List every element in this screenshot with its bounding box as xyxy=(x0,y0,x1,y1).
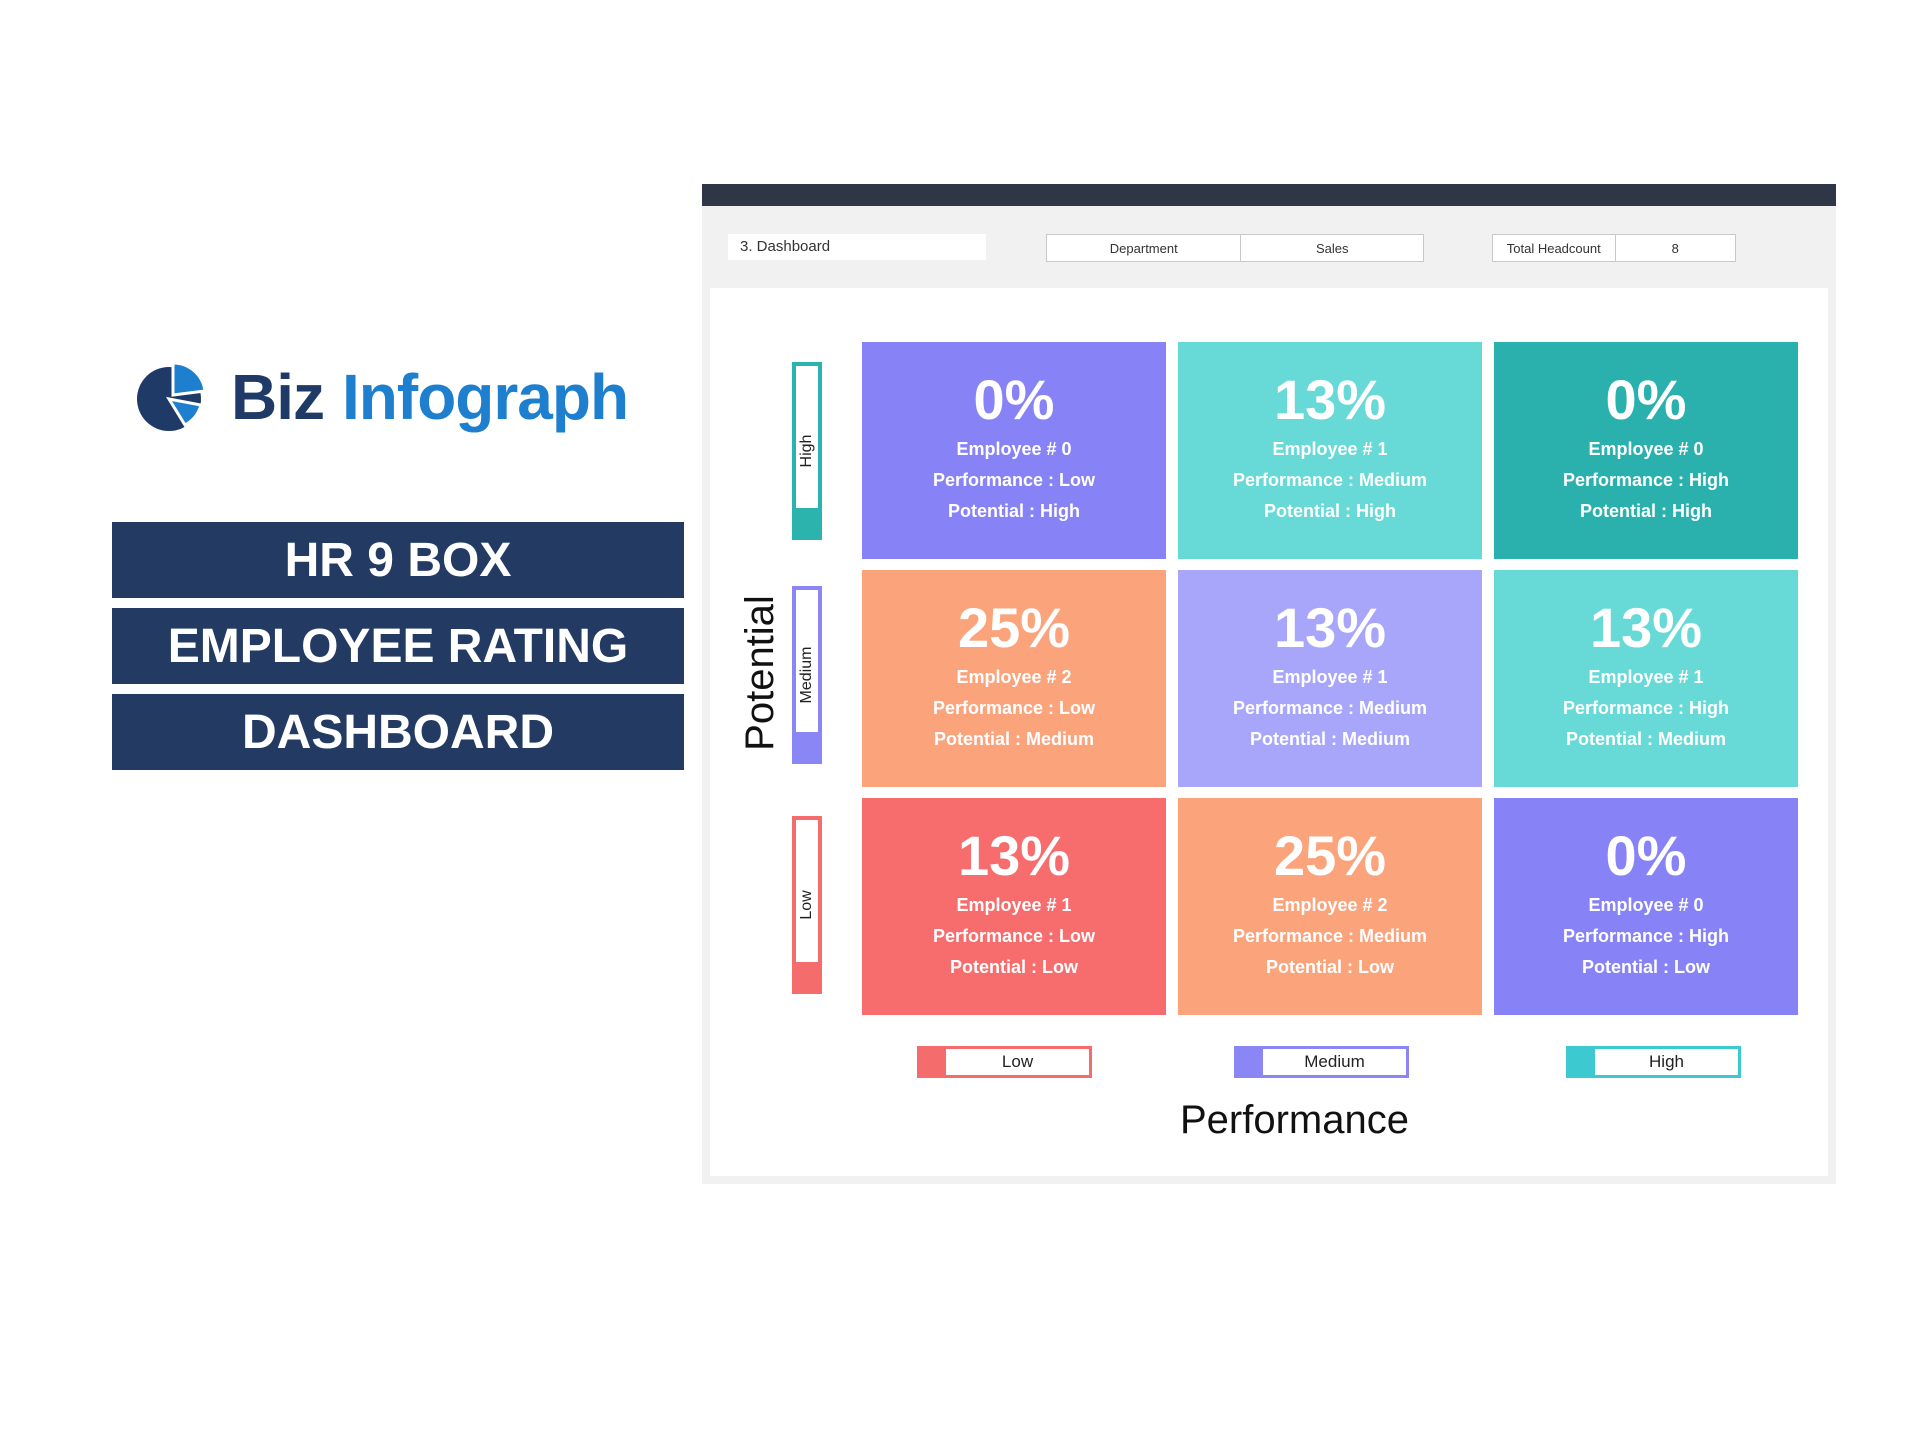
title-banner-line-3: DASHBOARD xyxy=(112,694,684,770)
potential-medium-indicator: Medium xyxy=(792,586,822,764)
department-value[interactable]: Sales xyxy=(1315,240,1349,256)
biz-infograph-logo: Biz Infograph xyxy=(135,360,629,434)
pie-chart-logo-icon xyxy=(137,361,207,431)
box-percentage: 0% xyxy=(973,368,1055,431)
performance-axis-title: Performance xyxy=(1180,1098,1409,1142)
brand-name-infograph: Infograph xyxy=(342,361,629,433)
potential-high-fill xyxy=(796,508,818,536)
headcount-value: 8 xyxy=(1671,240,1679,256)
department-label: Department xyxy=(1047,235,1242,261)
sheet-breadcrumb[interactable]: 3. Dashboard xyxy=(728,234,986,260)
box-percentage: 13% xyxy=(1589,596,1703,659)
box-medium-perf-high-pot[interactable]: 13% Employee # 1 Performance : Medium Po… xyxy=(1178,342,1482,559)
performance-high-swatch xyxy=(1569,1049,1595,1075)
box-performance: Performance : Low xyxy=(932,698,1096,718)
performance-medium-indicator: Medium xyxy=(1234,1046,1409,1078)
box-potential: Potential : Low xyxy=(1266,957,1394,977)
box-percentage: 25% xyxy=(1273,824,1387,887)
box-performance: Performance : Low xyxy=(932,470,1096,490)
box-potential: Potential : Low xyxy=(950,957,1078,977)
potential-high-label: High xyxy=(798,434,815,468)
box-employee-count: Employee # 1 xyxy=(1272,439,1388,459)
box-performance: Performance : Medium xyxy=(1232,926,1428,946)
box-percentage: 13% xyxy=(1273,368,1387,431)
box-performance: Performance : Low xyxy=(932,926,1096,946)
dashboard-window: 3. Dashboard Department Sales Total Head… xyxy=(702,184,1836,1184)
headcount-box: Total Headcount 8 xyxy=(1492,234,1736,262)
potential-high-indicator: High xyxy=(792,362,822,540)
box-employee-count: Employee # 0 xyxy=(1588,439,1704,459)
potential-axis-title: Potential xyxy=(738,595,782,751)
potential-medium-fill xyxy=(796,732,818,760)
box-potential: Potential : Medium xyxy=(1565,729,1726,749)
performance-low-label: Low xyxy=(1001,1052,1034,1071)
box-performance: Performance : Medium xyxy=(1232,470,1428,490)
box-medium-perf-low-pot[interactable]: 25% Employee # 2 Performance : Medium Po… xyxy=(1178,798,1482,1015)
potential-low-indicator: Low xyxy=(792,816,822,994)
performance-medium-label: Medium xyxy=(1304,1052,1365,1071)
box-low-perf-medium-pot[interactable]: 25% Employee # 2 Performance : Low Poten… xyxy=(862,570,1166,787)
box-percentage: 0% xyxy=(1605,824,1687,887)
department-filter[interactable]: Department Sales xyxy=(1046,234,1424,262)
box-employee-count: Employee # 0 xyxy=(956,439,1072,459)
performance-medium-swatch xyxy=(1237,1049,1263,1075)
box-percentage: 13% xyxy=(957,824,1071,887)
box-potential: Potential : Medium xyxy=(1249,729,1410,749)
title-banner-line-1: HR 9 BOX xyxy=(112,522,684,598)
box-high-perf-high-pot[interactable]: 0% Employee # 0 Performance : High Poten… xyxy=(1494,342,1798,559)
nine-box-panel: Potential High Medium Low 0% Employee # … xyxy=(710,288,1828,1176)
box-percentage: 13% xyxy=(1273,596,1387,659)
potential-low-fill xyxy=(796,962,818,990)
performance-high-label: High xyxy=(1649,1052,1684,1071)
box-low-perf-low-pot[interactable]: 13% Employee # 1 Performance : Low Poten… xyxy=(862,798,1166,1015)
performance-low-indicator: Low xyxy=(917,1046,1092,1078)
performance-high-indicator: High xyxy=(1566,1046,1741,1078)
performance-low-swatch xyxy=(920,1049,946,1075)
box-potential: Potential : Medium xyxy=(933,729,1094,749)
box-performance: Performance : High xyxy=(1562,926,1730,946)
headcount-label: Total Headcount xyxy=(1493,235,1616,261)
box-employee-count: Employee # 2 xyxy=(1272,895,1388,915)
box-employee-count: Employee # 1 xyxy=(1272,667,1388,687)
box-high-perf-low-pot[interactable]: 0% Employee # 0 Performance : High Poten… xyxy=(1494,798,1798,1015)
box-performance: Performance : High xyxy=(1562,470,1730,490)
potential-low-label: Low xyxy=(798,890,815,920)
box-employee-count: Employee # 1 xyxy=(956,895,1072,915)
box-employee-count: Employee # 1 xyxy=(1588,667,1704,687)
box-potential: Potential : High xyxy=(1580,501,1712,521)
box-high-perf-medium-pot[interactable]: 13% Employee # 1 Performance : High Pote… xyxy=(1494,570,1798,787)
brand-name-biz: Biz xyxy=(231,361,325,433)
box-percentage: 25% xyxy=(957,596,1071,659)
box-medium-perf-medium-pot[interactable]: 13% Employee # 1 Performance : Medium Po… xyxy=(1178,570,1482,787)
box-potential: Potential : High xyxy=(948,501,1080,521)
window-top-bar xyxy=(702,184,1836,206)
box-employee-count: Employee # 2 xyxy=(956,667,1072,687)
potential-medium-label: Medium xyxy=(798,646,815,704)
box-potential: Potential : High xyxy=(1264,501,1396,521)
title-banner-line-2: EMPLOYEE RATING xyxy=(112,608,684,684)
box-performance: Performance : Medium xyxy=(1232,698,1428,718)
box-employee-count: Employee # 0 xyxy=(1588,895,1704,915)
box-low-perf-high-pot[interactable]: 0% Employee # 0 Performance : Low Potent… xyxy=(862,342,1166,559)
box-potential: Potential : Low xyxy=(1582,957,1710,977)
box-performance: Performance : High xyxy=(1562,698,1730,718)
box-percentage: 0% xyxy=(1605,368,1687,431)
